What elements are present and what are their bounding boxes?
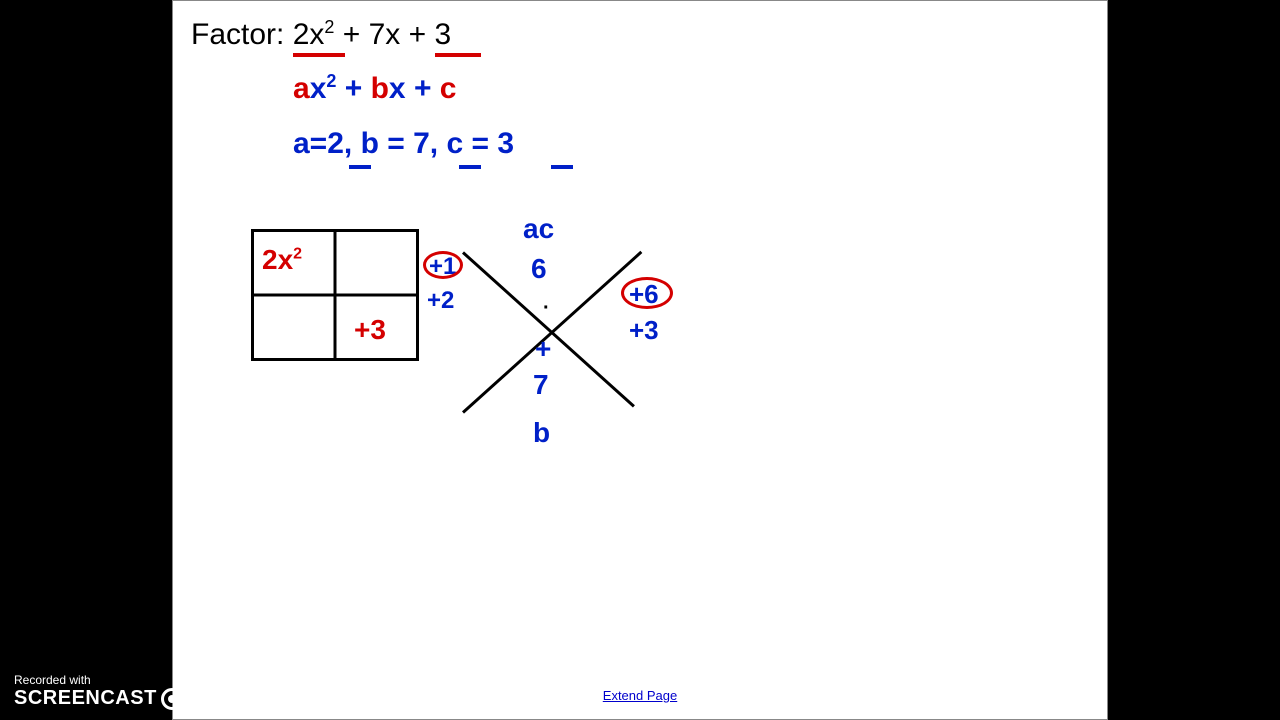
title-expression: 2x2 + 7x + 3 bbox=[293, 18, 451, 51]
underline-b-val bbox=[459, 165, 481, 169]
box-grid: 2x2 +3 bbox=[251, 229, 419, 361]
extend-page-link[interactable]: Extend Page bbox=[603, 688, 677, 703]
x-top-value: 6 bbox=[531, 253, 547, 285]
title-label: Factor: bbox=[191, 18, 284, 51]
standard-form: ax2 + bx + c bbox=[293, 71, 456, 106]
x-bottom-value: 7 bbox=[533, 369, 549, 401]
underline-c bbox=[435, 53, 481, 57]
watermark-o-icon bbox=[161, 688, 183, 710]
box-top-left: 2x2 bbox=[262, 244, 302, 276]
a-val: 2 bbox=[327, 127, 344, 160]
pair-right-bot: +3 bbox=[629, 315, 659, 346]
x-plus: + bbox=[535, 333, 551, 365]
box-bottom-right: +3 bbox=[354, 314, 386, 346]
circle-left-top bbox=[423, 251, 463, 279]
c-val: 3 bbox=[497, 127, 514, 160]
whiteboard: Factor: 2x2 + 7x + 3 ax2 + bx + c a=2, b… bbox=[172, 0, 1108, 720]
x-dot: · bbox=[543, 297, 550, 320]
std-a: a bbox=[293, 72, 310, 105]
watermark-brand: SCREENCAST MATIC bbox=[14, 687, 251, 710]
x-top-label: ac bbox=[523, 213, 554, 245]
pair-left-bot: +2 bbox=[427, 287, 454, 315]
underline-c-val bbox=[551, 165, 573, 169]
coefficients: a=2, b = 7, c = 3 bbox=[293, 127, 514, 161]
watermark-line1: Recorded with bbox=[14, 673, 251, 687]
circle-right-top bbox=[621, 277, 673, 309]
title-row: Factor: 2x2 + 7x + 3 bbox=[191, 17, 451, 52]
underline-a bbox=[293, 53, 345, 57]
b-val: 7 bbox=[413, 127, 430, 160]
std-b: b bbox=[371, 72, 389, 105]
std-c: c bbox=[440, 72, 457, 105]
underline-a-val bbox=[349, 165, 371, 169]
watermark: Recorded with SCREENCAST MATIC bbox=[14, 673, 251, 710]
x-bottom-label: b bbox=[533, 417, 550, 449]
